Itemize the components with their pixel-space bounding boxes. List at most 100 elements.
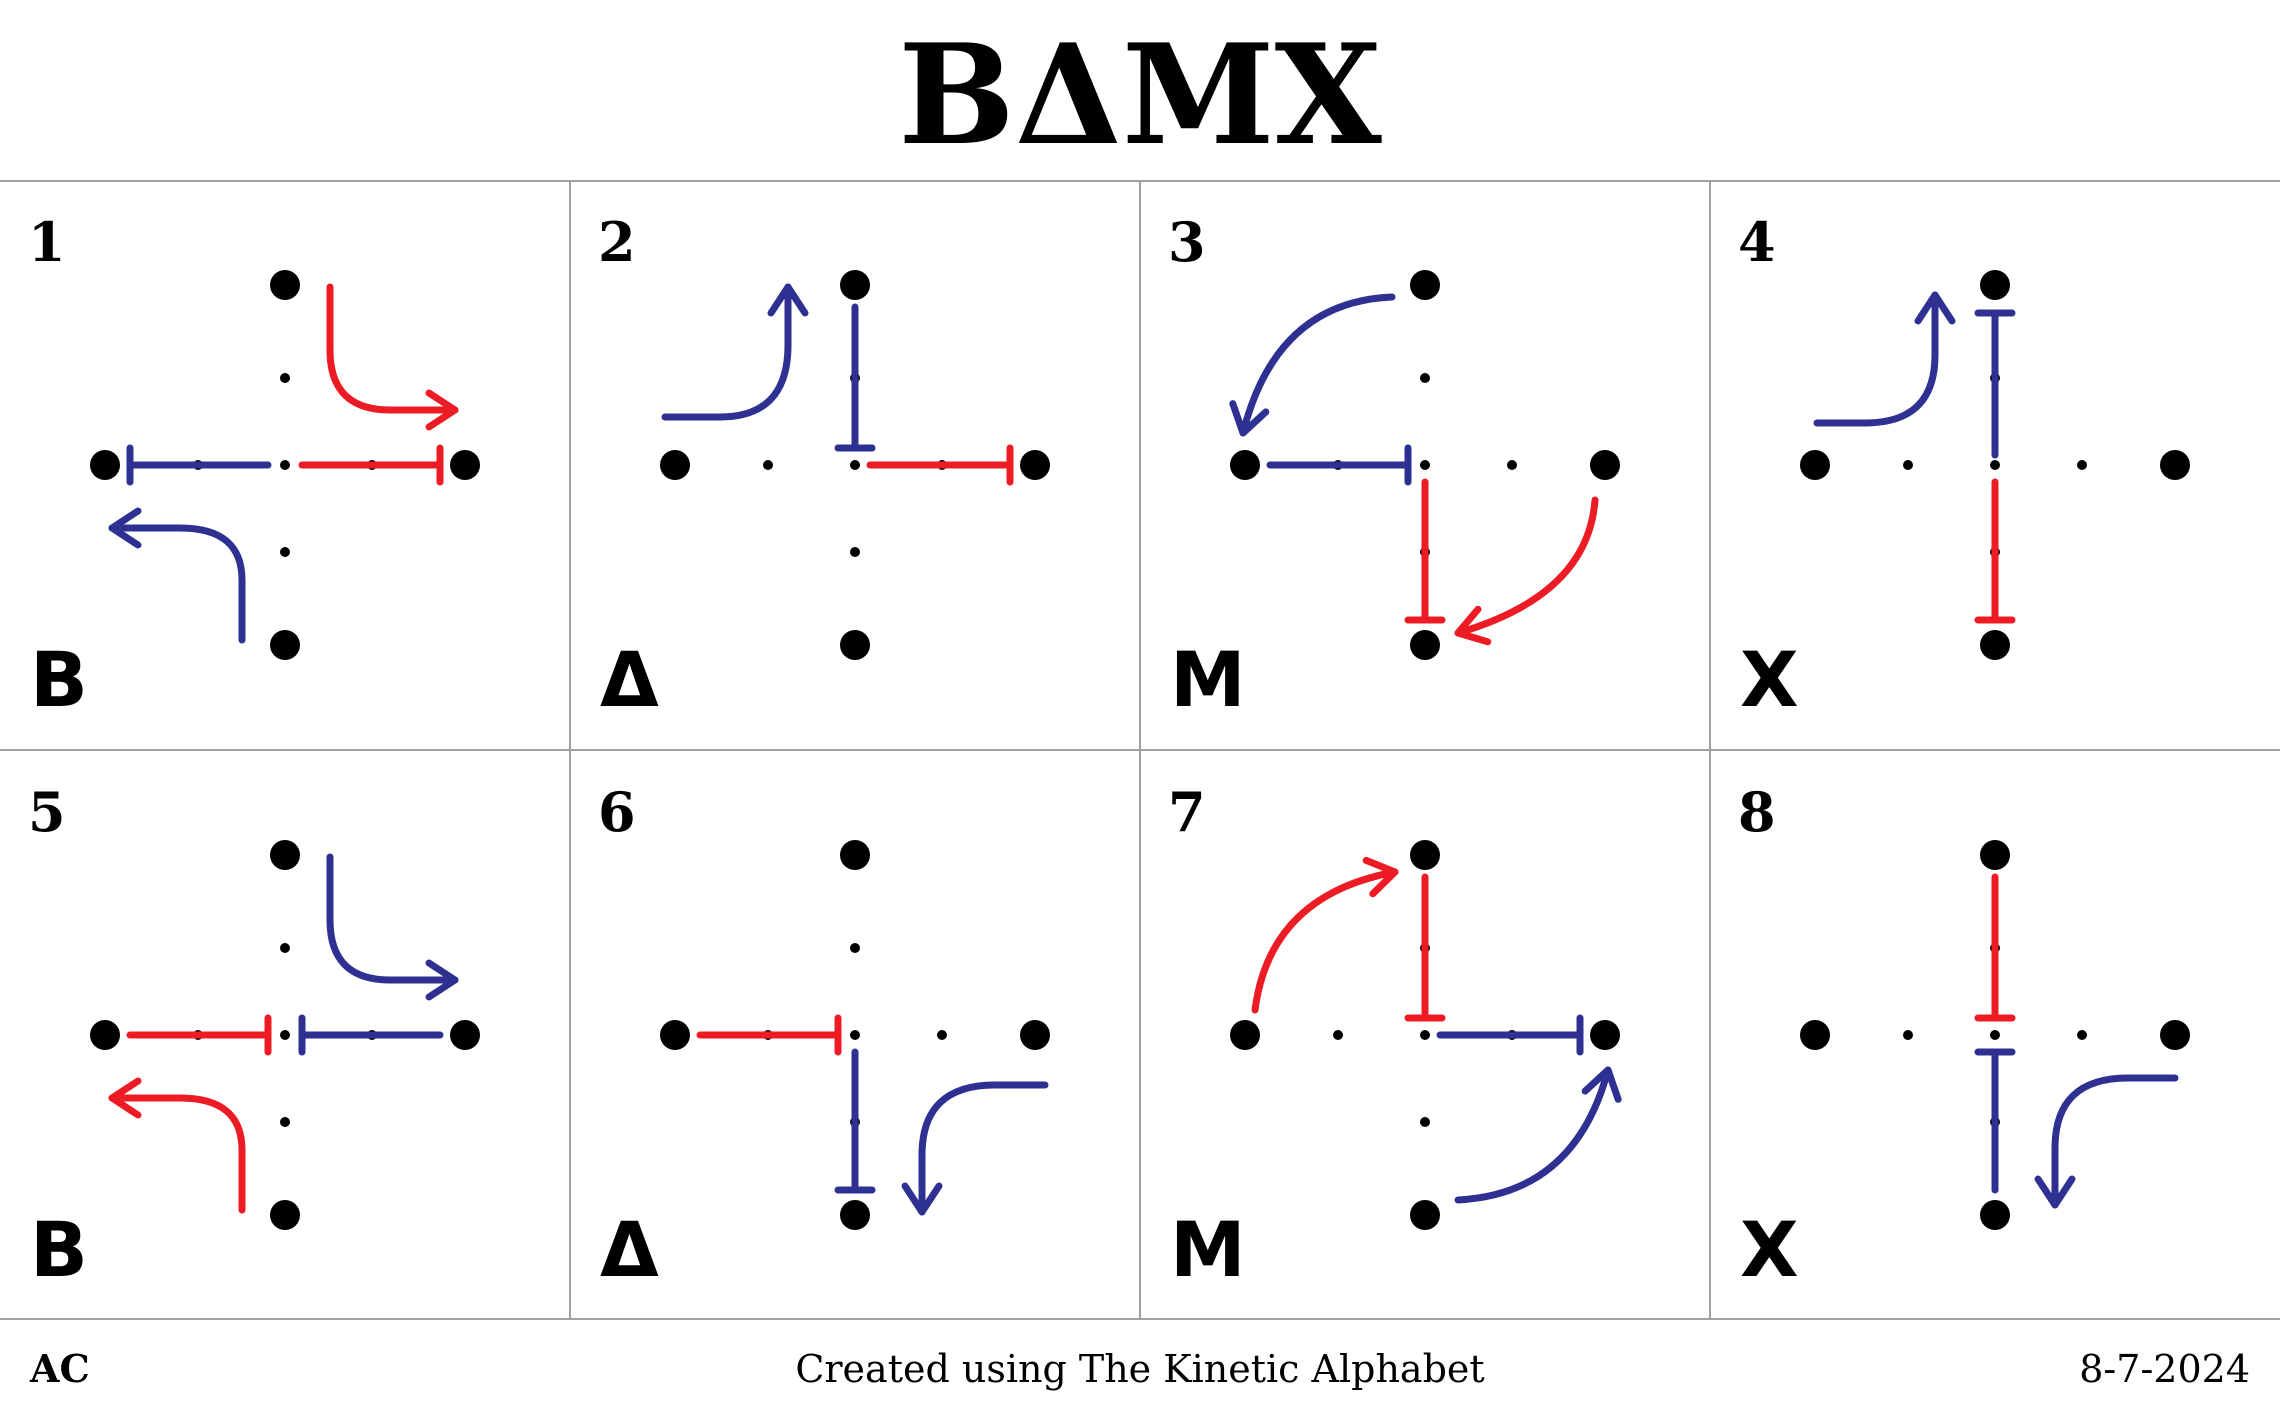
- arrow-head: [1229, 400, 1270, 437]
- cell-8-diagram: [1800, 840, 2190, 1230]
- grid-midpoint: [2077, 460, 2087, 470]
- diagram-grid: 1 B 2 Δ 3 M 4 X 5 B 6 Δ 7 M 8 X: [0, 180, 2280, 1320]
- grid-point: [1020, 1020, 1050, 1050]
- grid-midpoint: [280, 943, 290, 953]
- cell-5-diagram: [90, 840, 480, 1230]
- cell-number: 1: [28, 210, 66, 274]
- grid-point: [840, 270, 870, 300]
- grid-point: [660, 450, 690, 480]
- grid-midpoint: [850, 547, 860, 557]
- cell-8: 8 X: [1710, 750, 2280, 1320]
- grid-point: [1980, 1200, 2010, 1230]
- motion-arrow: [326, 853, 459, 984]
- motion-arrow: [108, 1094, 246, 1214]
- cell-letter: Δ: [600, 635, 659, 724]
- grid-point: [660, 1020, 690, 1050]
- grid-point: [840, 1200, 870, 1230]
- grid-point: [2160, 1020, 2190, 1050]
- grid-point: [270, 840, 300, 870]
- grid-line-col-1: [569, 180, 571, 1320]
- arrow-head: [1914, 291, 1956, 325]
- page-title: BΔMX: [898, 13, 1382, 176]
- cell-6-diagram: [660, 840, 1050, 1230]
- footer-date: 8-7-2024: [2079, 1347, 2250, 1391]
- grid-point: [1410, 630, 1440, 660]
- cell-3-diagram: [1229, 270, 1620, 660]
- grid-midpoint: [1507, 460, 1517, 470]
- grid-point: [840, 630, 870, 660]
- cell-1-diagram: [90, 270, 480, 660]
- grid-midpoint: [280, 1030, 290, 1040]
- arrow-head: [767, 283, 809, 317]
- cell-2: 2 Δ: [570, 180, 1140, 750]
- cell-number: 3: [1168, 210, 1206, 274]
- arrow-head: [108, 1077, 142, 1119]
- cell-number: 8: [1738, 780, 1776, 844]
- cell-letter: B: [30, 1205, 88, 1294]
- grid-midpoint: [763, 460, 773, 470]
- cell-number: 2: [598, 210, 636, 274]
- cell-7: 7 M: [1140, 750, 1710, 1320]
- arrow-head: [1581, 1066, 1622, 1103]
- grid-point: [1590, 1020, 1620, 1050]
- grid-midpoint: [280, 547, 290, 557]
- grid-point: [270, 630, 300, 660]
- cell-letter: X: [1740, 1205, 1799, 1294]
- grid-midpoint: [2077, 1030, 2087, 1040]
- cell-letter: B: [30, 635, 88, 724]
- cell-4-diagram: [1800, 270, 2190, 660]
- cell-7-diagram: [1230, 840, 1622, 1230]
- arrow-head: [108, 507, 142, 549]
- grid-midpoint: [1420, 373, 1430, 383]
- cell-letter: M: [1170, 635, 1246, 724]
- grid-point: [1230, 450, 1260, 480]
- cell-6: 6 Δ: [570, 750, 1140, 1320]
- grid-midpoint: [937, 1030, 947, 1040]
- grid-point: [1230, 1020, 1260, 1050]
- grid-point: [270, 270, 300, 300]
- footer-credit: Created using The Kinetic Alphabet: [795, 1347, 1485, 1391]
- cell-5: 5 B: [0, 750, 570, 1320]
- grid-point: [1980, 630, 2010, 660]
- grid-point: [1590, 450, 1620, 480]
- grid-midpoint: [1990, 460, 2000, 470]
- grid-midpoint: [1420, 1030, 1430, 1040]
- grid-midpoint: [1990, 1030, 2000, 1040]
- grid-midpoint: [1903, 460, 1913, 470]
- grid-point: [1800, 450, 1830, 480]
- arrow-head: [425, 959, 459, 1001]
- grid-midpoint: [850, 460, 860, 470]
- cell-letter: X: [1740, 635, 1799, 724]
- motion-arrow: [1813, 291, 1939, 427]
- grid-point: [1410, 270, 1440, 300]
- grid-point: [450, 450, 480, 480]
- grid-point: [1980, 840, 2010, 870]
- cell-number: 5: [28, 780, 66, 844]
- footer: AC Created using The Kinetic Alphabet 8-…: [0, 1320, 2280, 1410]
- motion-arrow: [1454, 1066, 1612, 1204]
- motion-arrow: [918, 1081, 1049, 1216]
- arrow-head: [2034, 1175, 2076, 1209]
- motion-arrow: [661, 283, 792, 421]
- grid-midpoint: [280, 460, 290, 470]
- grid-point: [450, 1020, 480, 1050]
- grid-point: [1980, 270, 2010, 300]
- cell-3: 3 M: [1140, 180, 1710, 750]
- cell-1: 1 B: [0, 180, 570, 750]
- grid-line-col-3: [1709, 180, 1711, 1320]
- grid-midpoint: [280, 373, 290, 383]
- grid-point: [1410, 1200, 1440, 1230]
- arrow-head: [425, 389, 459, 431]
- grid-midpoint: [1420, 1117, 1430, 1127]
- grid-midpoint: [1903, 1030, 1913, 1040]
- grid-point: [2160, 450, 2190, 480]
- cell-2-diagram: [660, 270, 1050, 660]
- cell-letter: M: [1170, 1205, 1246, 1294]
- grid-point: [90, 1020, 120, 1050]
- cell-number: 4: [1738, 210, 1776, 274]
- grid-midpoint: [850, 943, 860, 953]
- cell-4: 4 X: [1710, 180, 2280, 750]
- motion-arrow: [1454, 496, 1599, 637]
- grid-midpoint: [1420, 460, 1430, 470]
- motion-arrow: [326, 283, 459, 414]
